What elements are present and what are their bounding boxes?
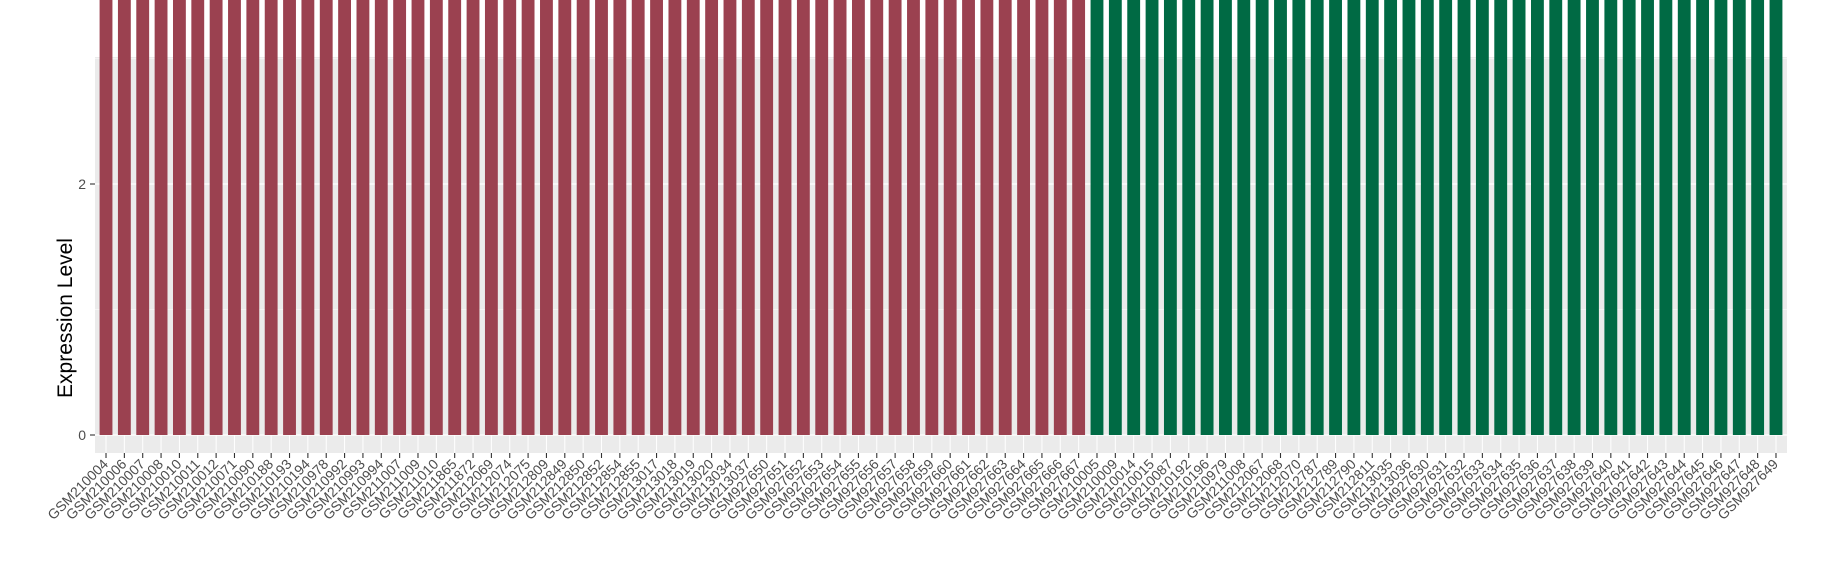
- bar-GSM927655: [851, 0, 865, 435]
- bar-GSM927646: [1714, 0, 1728, 435]
- bar-GSM210993: [356, 0, 370, 435]
- bar-GSM210009: [1108, 0, 1122, 435]
- bar-GSM213037: [741, 0, 755, 435]
- bar-GSM210090: [246, 0, 260, 436]
- bar-GSM212852: [595, 0, 608, 435]
- bar-GSM212069: [484, 0, 498, 436]
- bar-GSM927638: [1567, 0, 1581, 435]
- bar-GSM927661: [962, 0, 975, 435]
- bar-GSM210012: [209, 0, 223, 436]
- bar-GSM927665: [1035, 0, 1049, 435]
- bar-GSM927648: [1751, 0, 1765, 436]
- bar-GSM210010: [172, 0, 186, 435]
- bar-GSM927641: [1622, 0, 1636, 435]
- bar-GSM213019: [686, 0, 700, 435]
- bar-GSM212074: [503, 0, 517, 436]
- bar-GSM210196: [1200, 0, 1214, 436]
- bar-GSM211010: [429, 0, 443, 435]
- bar-GSM210992: [338, 0, 352, 436]
- bar-GSM210194: [301, 0, 315, 436]
- bar-GSM212811: [1365, 0, 1379, 436]
- bar-GSM212855: [631, 0, 645, 435]
- bar-GSM210071: [228, 0, 241, 435]
- y-tick-label: 0: [78, 427, 86, 443]
- bar-GSM213036: [1402, 0, 1416, 435]
- bar-GSM210006: [117, 0, 131, 436]
- bar-GSM212075: [521, 0, 535, 435]
- bar-GSM927632: [1457, 0, 1471, 436]
- bar-GSM927637: [1549, 0, 1563, 435]
- bar-GSM927656: [870, 0, 884, 435]
- bar-GSM927664: [1017, 0, 1031, 435]
- bar-GSM927635: [1512, 0, 1526, 436]
- bar-GSM210014: [1127, 0, 1141, 436]
- bar-GSM211008: [1237, 0, 1251, 435]
- bar-GSM210193: [283, 0, 296, 435]
- bar-GSM927639: [1586, 0, 1599, 435]
- bar-GSM927636: [1530, 0, 1544, 436]
- bar-GSM927649: [1769, 0, 1783, 435]
- bar-GSM927654: [833, 0, 847, 436]
- bar-GSM212854: [613, 0, 627, 436]
- bar-GSM210007: [136, 0, 150, 436]
- bar-GSM212068: [1274, 0, 1287, 436]
- bar-GSM927644: [1677, 0, 1691, 435]
- bar-GSM211007: [393, 0, 407, 435]
- bar-GSM927659: [925, 0, 939, 436]
- y-tick-label: 2: [78, 176, 86, 192]
- bar-GSM927662: [980, 0, 994, 435]
- y-axis-title: Expression Level: [54, 238, 77, 398]
- bar-GSM210004: [99, 0, 113, 435]
- bar-GSM211865: [448, 0, 462, 435]
- bar-GSM212070: [1292, 0, 1306, 435]
- bar-GSM212850: [576, 0, 590, 436]
- bar-GSM213017: [650, 0, 663, 435]
- bar-GSM210011: [191, 0, 205, 436]
- bar-GSM927657: [888, 0, 902, 435]
- bar-GSM213035: [1384, 0, 1398, 436]
- bar-GSM927660: [943, 0, 957, 435]
- bar-GSM927658: [907, 0, 920, 435]
- bar-GSM927663: [998, 0, 1012, 435]
- bar-GSM210978: [319, 0, 333, 436]
- bar-GSM212849: [558, 0, 572, 436]
- bar-GSM927645: [1696, 0, 1710, 435]
- bar-GSM927666: [1053, 0, 1067, 435]
- bar-GSM210015: [1145, 0, 1159, 435]
- bar-GSM210188: [264, 0, 278, 435]
- bar-GSM927653: [815, 0, 829, 435]
- bar-GSM927640: [1604, 0, 1618, 436]
- bar-GSM211872: [466, 0, 480, 436]
- bar-GSM212809: [540, 0, 553, 436]
- bar-GSM213034: [723, 0, 737, 435]
- bar-GSM927651: [778, 0, 792, 436]
- bar-GSM927652: [796, 0, 810, 436]
- bar-GSM212790: [1347, 0, 1361, 435]
- bar-GSM213020: [705, 0, 719, 435]
- bar-GSM927634: [1494, 0, 1508, 435]
- bar-GSM212067: [1255, 0, 1269, 435]
- bar-GSM927630: [1420, 0, 1434, 435]
- bar-GSM927642: [1641, 0, 1654, 435]
- bar-GSM927633: [1475, 0, 1489, 436]
- bar-GSM213018: [668, 0, 682, 435]
- bar-GSM210087: [1163, 0, 1177, 436]
- bar-GSM210008: [154, 0, 168, 435]
- bar-GSM927650: [760, 0, 774, 436]
- bar-GSM211009: [411, 0, 425, 435]
- bar-GSM210005: [1090, 0, 1104, 435]
- bar-GSM210979: [1219, 0, 1232, 435]
- bar-GSM212789: [1329, 0, 1342, 435]
- bar-GSM927667: [1072, 0, 1086, 435]
- bar-GSM212787: [1310, 0, 1324, 436]
- bar-GSM927643: [1659, 0, 1673, 436]
- bar-GSM210192: [1182, 0, 1196, 435]
- bar-GSM927647: [1732, 0, 1746, 436]
- bar-GSM210994: [374, 0, 388, 435]
- bar-GSM927631: [1439, 0, 1453, 435]
